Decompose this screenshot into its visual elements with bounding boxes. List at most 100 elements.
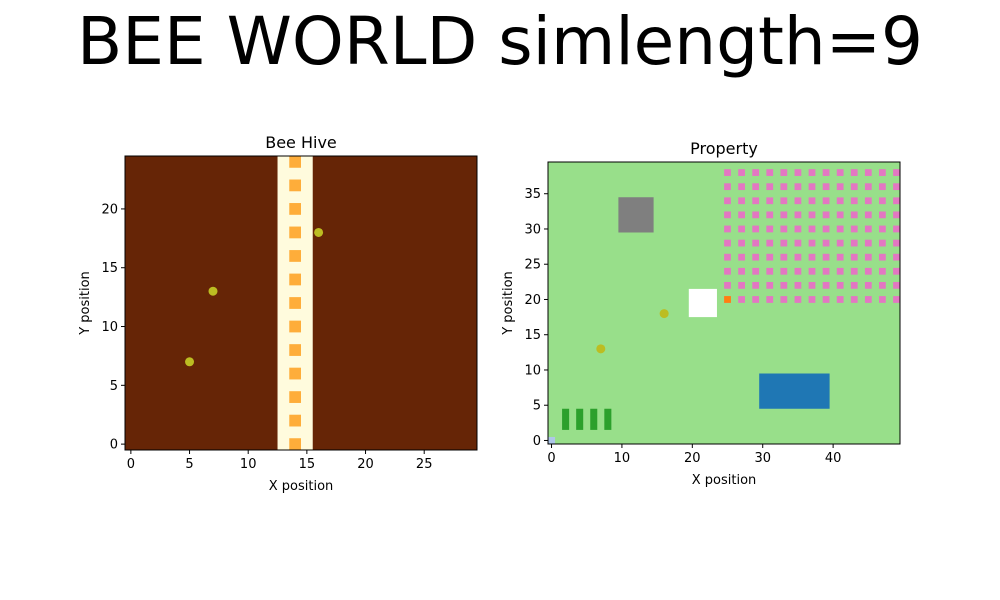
flower-cell	[879, 296, 886, 303]
flower-cell	[850, 211, 858, 219]
flower-cell	[850, 225, 858, 233]
figure-title: BEE WORLD simlength=9	[77, 3, 923, 80]
flower-cell	[836, 253, 844, 261]
y-axis-label: Y position	[501, 271, 516, 336]
flower-cell	[864, 281, 872, 289]
flower-cell	[836, 197, 844, 205]
flower-cell	[864, 225, 872, 233]
flower-cell	[724, 253, 731, 261]
flower-cell	[864, 197, 872, 205]
flower-cell	[794, 239, 802, 247]
flower-cell	[794, 281, 802, 289]
plant-block	[604, 408, 612, 430]
flower-cell	[879, 225, 886, 233]
x-tick-label: 10	[614, 451, 631, 466]
x-tick-label: 0	[547, 451, 555, 466]
y-tick-label: 15	[101, 261, 118, 276]
plot-frame	[124, 155, 478, 451]
flower-cell	[780, 296, 788, 303]
flower-cell	[822, 197, 830, 205]
flower-cell	[893, 296, 900, 303]
flower-cell	[752, 281, 760, 289]
honey-cell	[289, 250, 301, 262]
flower-cell	[724, 183, 731, 191]
flower-cell	[724, 281, 731, 289]
honey-cell	[289, 226, 301, 239]
flower-cell	[780, 169, 788, 176]
flower-cell	[724, 211, 731, 219]
honey-cell	[289, 179, 301, 192]
flower-cell	[738, 239, 745, 247]
property-panel: 0 10 20 30 40 0 5 10 15 20 25 30 35 Property X positio…	[501, 139, 901, 488]
y-tick-label: 5	[533, 399, 541, 414]
flower-cell	[822, 225, 830, 233]
flower-cell	[808, 253, 816, 261]
flower-cell	[836, 183, 844, 191]
honey-cell	[289, 414, 301, 427]
flower-cell	[738, 253, 745, 261]
flower-cell	[893, 281, 900, 289]
y-tick-label: 0	[110, 438, 118, 453]
bee-point	[659, 309, 669, 319]
flower-cell	[893, 267, 900, 275]
flower-cell	[822, 267, 830, 275]
flower-cell	[879, 239, 886, 247]
honey-cell	[289, 367, 301, 380]
y-axis-label: Y position	[78, 271, 93, 336]
bee-point	[314, 227, 324, 237]
flower-cell	[752, 183, 760, 191]
flower-cell	[752, 225, 760, 233]
flower-cell	[850, 183, 858, 191]
flower-cell	[893, 239, 900, 247]
flower-cell	[766, 211, 774, 219]
y-tick-label: 20	[101, 202, 118, 217]
flower-cell	[766, 253, 774, 261]
flower-cell	[879, 169, 886, 176]
flower-cell	[864, 239, 872, 247]
flower-cell	[766, 197, 774, 205]
flower-cell	[766, 239, 774, 247]
flower-cell	[780, 239, 788, 247]
flower-cell	[822, 169, 830, 176]
flower-cell	[850, 253, 858, 261]
x-tick-label: 15	[299, 457, 316, 472]
flower-cell	[738, 169, 745, 176]
flower-cell	[836, 296, 844, 303]
flower-cell	[794, 197, 802, 205]
flower-cell	[879, 211, 886, 219]
y-tick-label: 10	[101, 320, 118, 335]
pond-block	[759, 373, 830, 409]
plot-frame	[547, 161, 901, 445]
flower-cell	[738, 197, 745, 205]
flower-cell	[850, 169, 858, 176]
y-tick-label: 25	[524, 258, 541, 273]
plant-block	[590, 408, 598, 430]
x-tick-label: 5	[185, 457, 193, 472]
flower-cell	[822, 239, 830, 247]
flower-cell	[879, 267, 886, 275]
flower-cell	[766, 183, 774, 191]
x-tick-label: 30	[754, 451, 771, 466]
flower-cell	[738, 225, 745, 233]
honey-cell	[289, 203, 301, 215]
x-tick-label: 20	[357, 457, 374, 472]
honey-cell	[289, 320, 301, 333]
flower-cell	[780, 253, 788, 261]
flower-cell	[864, 253, 872, 261]
flower-cell	[794, 267, 802, 275]
flower-cell	[780, 267, 788, 275]
y-tick-label: 0	[533, 434, 541, 449]
flower-cell	[752, 253, 760, 261]
flower-cell	[893, 169, 900, 176]
x-tick-label: 20	[684, 451, 701, 466]
flower-cell	[752, 296, 760, 303]
flower-cell	[752, 169, 760, 176]
panel-title: Property	[690, 139, 758, 158]
honey-cell	[289, 344, 301, 356]
flower-cell	[893, 225, 900, 233]
flower-cell	[850, 281, 858, 289]
bee-point	[596, 344, 606, 354]
flower-cell	[738, 296, 745, 303]
hive-block	[688, 288, 717, 318]
